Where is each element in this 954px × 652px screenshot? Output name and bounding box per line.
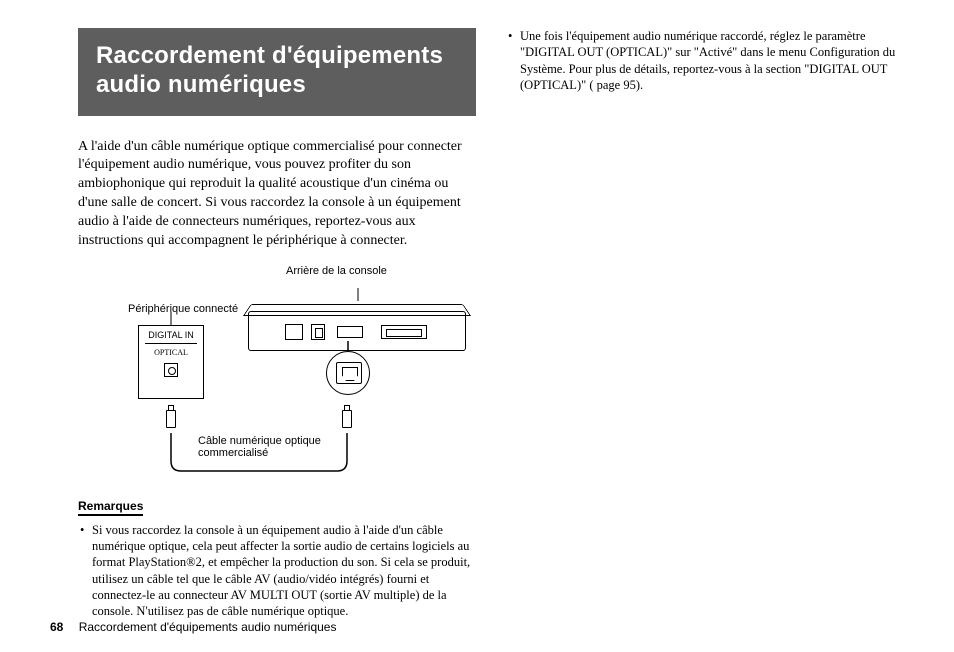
page: Raccordement d'équipements audio numériq… [0, 0, 954, 652]
right-column: Une fois l'équipement audio numérique ra… [506, 28, 896, 99]
section-title: Raccordement d'équipements audio numériq… [96, 42, 458, 100]
page-footer: 68 Raccordement d'équipements audio numé… [50, 620, 336, 634]
intro-paragraph: A l'aide d'un câble numérique optique co… [78, 138, 476, 251]
note-right-1-text: Une fois l'équipement audio numérique ra… [520, 29, 895, 92]
remarks-section: Remarques Si vous raccordez la console à… [78, 497, 476, 620]
note-left-1: Si vous raccordez la console à un équipe… [78, 522, 476, 620]
footer-section-title: Raccordement d'équipements audio numériq… [79, 620, 337, 634]
note-right-1: Une fois l'équipement audio numérique ra… [506, 28, 896, 93]
connection-diagram: Arrière de la console Périphérique conne… [78, 265, 476, 485]
remarks-heading: Remarques [78, 499, 143, 516]
label-cable: Câble numérique optique commercialisé [198, 435, 348, 459]
page-number: 68 [50, 620, 63, 634]
left-column: Raccordement d'équipements audio numériq… [78, 28, 476, 625]
section-title-box: Raccordement d'équipements audio numériq… [78, 28, 476, 116]
